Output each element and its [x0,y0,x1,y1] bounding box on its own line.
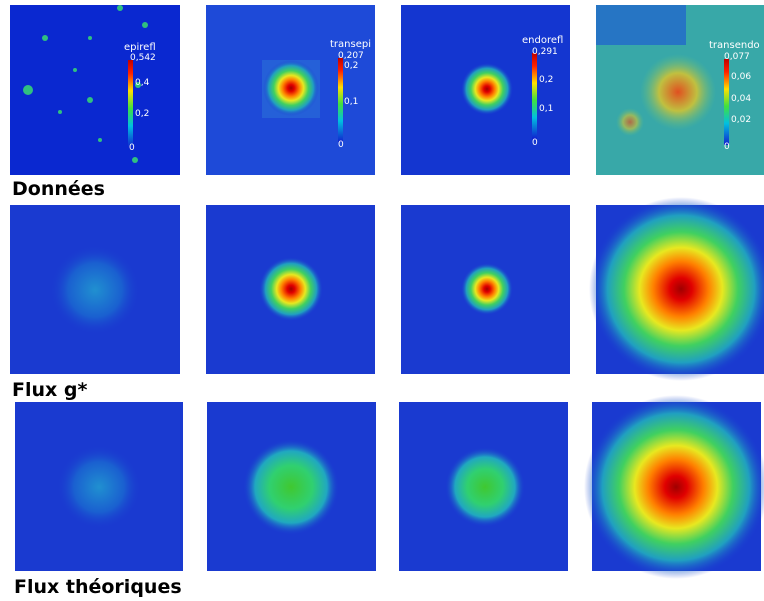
hotspot [616,108,644,136]
row-label: Flux théoriques [14,576,182,598]
tick-label: 0,2 [135,109,149,119]
blob [50,245,140,335]
blob [589,197,764,381]
row-label: Flux g* [12,379,87,401]
tick-label: 0,04 [731,94,751,104]
row-label: Données [12,178,105,200]
colorbar: endorefl 0,291 0,2 0,1 0 [522,35,563,148]
tick-label: 0,542 [130,53,156,63]
colorbar-scale [724,59,729,145]
blob [259,257,323,321]
tick-label: 0,06 [731,72,751,82]
blob [461,263,513,315]
colorbar-title: transepi [330,39,371,50]
colorbar-scale [532,53,537,139]
colorbar-title: transendo [709,40,760,51]
spots [23,5,148,163]
colorbar: epirefl 0,542 0,4 0,2 0 [124,42,156,153]
colorbar-scale [338,58,343,142]
tick-label: 0,02 [731,115,751,125]
patch [596,5,686,45]
theory-row: Flux théoriques [14,395,764,598]
colorbar-title: endorefl [522,35,563,46]
tick-label: 0,4 [135,78,150,88]
tick-label: 0,2 [539,75,553,85]
blob [57,445,141,529]
tick-label: 0,1 [344,97,358,107]
colorbar: transepi 0,207 0,2 0,1 0 [330,39,371,150]
tick-label: 0 [532,138,538,148]
tick-label: 0,077 [724,52,750,62]
hotspot [461,63,513,115]
hotspot [263,60,319,116]
heatmap [10,5,180,175]
data-row: epirefl 0,542 0,4 0,2 0 transepi 0,207 0… [10,5,764,200]
tick-label: 0 [338,140,344,150]
colorbar: transendo 0,077 0,06 0,04 0,02 0 [709,40,760,152]
blob [243,439,339,535]
tick-label: 0,2 [344,61,358,71]
hotspot [640,54,716,130]
tick-label: 0,1 [539,104,553,114]
colorbar-title: epirefl [124,42,156,53]
tick-label: 0,207 [338,51,364,61]
blob [445,447,525,527]
colorbar-scale [128,60,133,148]
flux-row: Flux g* [10,197,764,401]
blob [584,395,764,579]
tick-label: 0 [129,143,135,153]
tick-label: 0 [724,142,730,152]
tick-label: 0,291 [532,47,558,57]
